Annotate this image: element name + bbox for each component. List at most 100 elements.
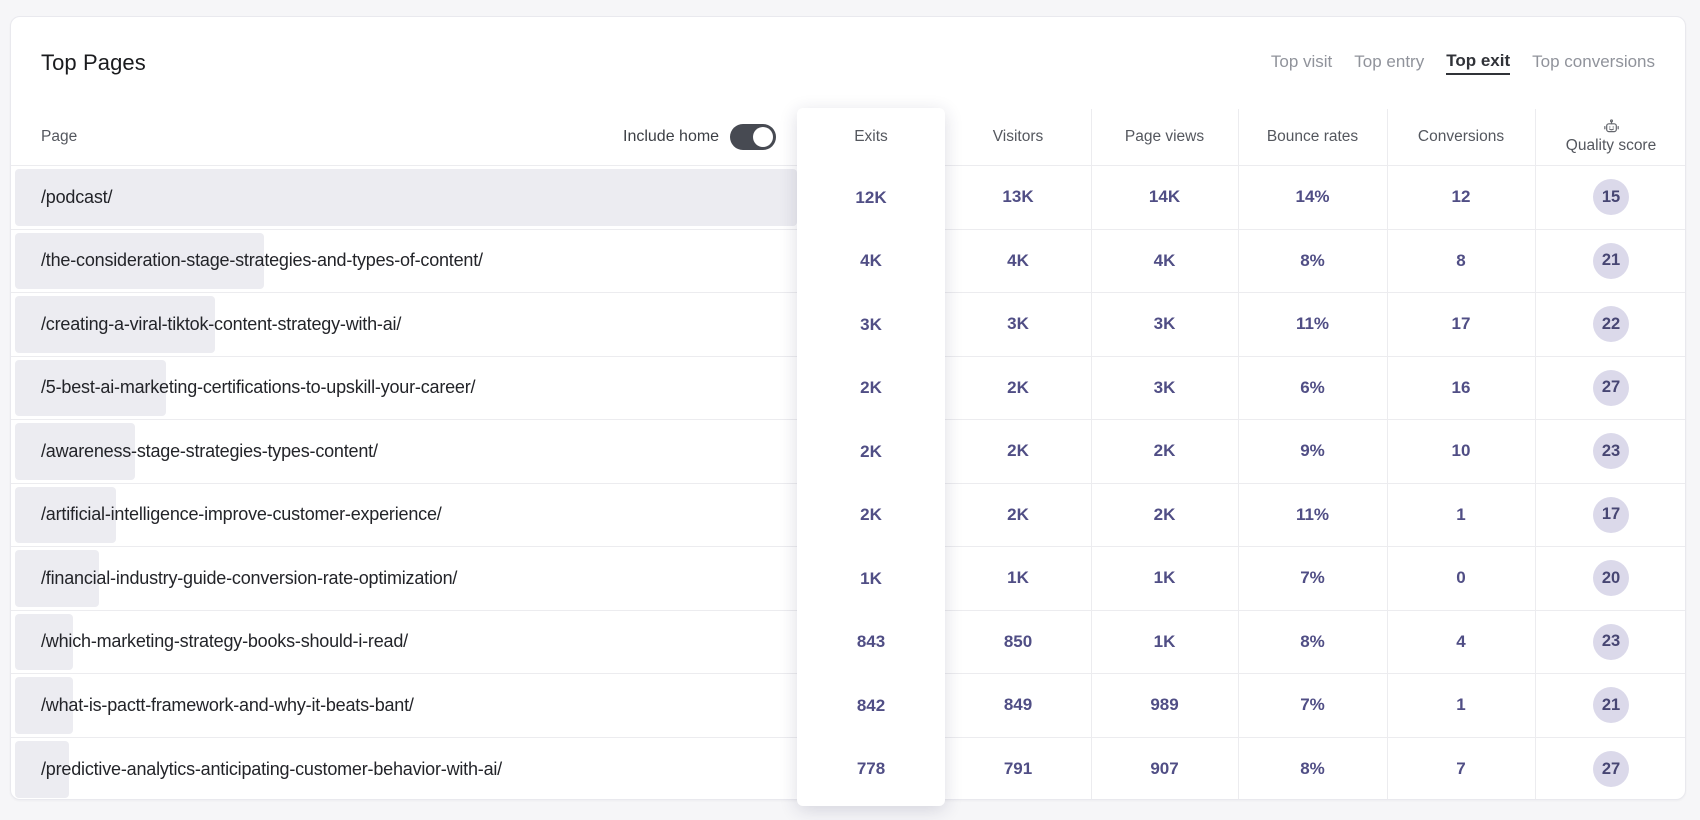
exits-value: 1K [860,568,882,588]
page-views-value: 2K [1153,504,1176,524]
page-views-value: 3K [1153,377,1176,397]
page-path: /predictive-analytics-anticipating-custo… [41,758,502,779]
quality-score-badge: 27 [1593,751,1629,788]
quality-score-header-label: Quality score [1565,137,1657,154]
page-views-value: 4K [1153,250,1176,270]
bounce-rate-value: 7% [1300,695,1325,715]
bounce-rate-value: 14% [1295,187,1330,207]
quality-score-cell: 15 [1535,166,1687,229]
quality-score-badge: 20 [1593,560,1629,597]
include-home-toggle[interactable] [730,124,777,150]
quality-score-badge: 21 [1593,687,1629,724]
page-path: /podcast/ [41,186,113,207]
exits-value: 2K [860,441,882,461]
quality-score-cell: 23 [1535,420,1687,483]
visitors-value: 1K [1007,568,1029,588]
tab-top-exit[interactable]: Top exit [1446,51,1511,75]
page-views-value: 989 [1150,695,1179,715]
table-header-row: Page Include home Visitors Page views Bo… [11,109,1685,166]
top-pages-card: Top Pages Top visit Top entry Top exit T… [10,16,1687,806]
page-path: /5-best-ai-marketing-certifications-to-u… [41,377,476,398]
exits-value: 778 [856,759,886,779]
tab-top-conversions[interactable]: Top conversions [1532,52,1655,74]
exits-value: 843 [856,632,886,652]
quality-score-cell: 20 [1535,547,1687,610]
quality-score-badge: 15 [1593,179,1629,216]
column-divider [1091,109,1092,799]
column-divider [1238,109,1239,799]
page-title: Top Pages [41,50,146,75]
table-row[interactable]: /podcast/ 13K 14K 14% 12 15 [11,166,1685,230]
page-path: /financial-industry-guide-conversion-rat… [41,567,458,588]
page-path: /artificial-intelligence-improve-custome… [41,504,442,525]
include-home-label: Include home [623,128,720,145]
column-header-page: Page [41,128,78,145]
exits-value: 4K [860,251,882,271]
exits-value: 3K [860,314,882,334]
visitors-value: 850 [1003,631,1033,651]
page-views-value: 14K [1148,187,1181,207]
quality-score-cell: 27 [1535,738,1687,802]
bounce-rate-value: 7% [1300,568,1325,588]
quality-score-badge: 23 [1593,433,1629,470]
exit-share-bar [15,486,116,543]
column-header-quality-score: Quality score [1535,109,1687,165]
quality-score-badge: 22 [1593,306,1629,343]
visitors-value: 2K [1007,377,1029,397]
page-views-value: 3K [1153,314,1176,334]
exit-share-bar [15,550,99,607]
exit-share-bar [15,169,797,226]
page-views-value: 907 [1150,759,1179,779]
exits-value: 12K [855,187,887,207]
bounce-rate-value: 11% [1295,314,1330,334]
quality-score-badge: 27 [1593,369,1629,406]
quality-score-cell: 27 [1535,357,1687,420]
page-views-value: 1K [1153,631,1176,651]
page-views-value: 2K [1153,441,1176,461]
column-header-page-views: Page views [1124,128,1205,145]
column-header-exits: Exits [854,128,888,145]
exit-share-bar [15,613,73,670]
view-tabs: Top visit Top entry Top exit Top convers… [1271,51,1655,75]
conversions-value: 0 [1456,568,1466,588]
visitors-value: 791 [1003,759,1033,779]
conversions-value: 8 [1456,250,1466,270]
exit-share-bar [15,677,73,734]
column-divider [1535,109,1536,799]
quality-score-cell: 21 [1535,230,1687,293]
conversions-value: 4 [1456,631,1466,651]
bounce-rate-value: 6% [1300,377,1325,397]
visitors-value: 849 [1003,695,1033,715]
column-header-visitors: Visitors [992,128,1044,145]
conversions-value: 12 [1451,187,1471,207]
bounce-rate-value: 9% [1300,441,1325,461]
bounce-rate-value: 8% [1300,759,1325,779]
column-header-bounce-rates: Bounce rates [1266,128,1359,145]
visitors-value: 4K [1007,250,1029,270]
page-path: /creating-a-viral-tiktok-content-strateg… [41,313,402,334]
robot-icon [1603,119,1620,135]
tab-top-entry[interactable]: Top entry [1354,52,1424,74]
conversions-value: 16 [1451,377,1471,397]
card-header: Top Pages Top visit Top entry Top exit T… [11,17,1685,109]
bounce-rate-value: 8% [1300,250,1325,270]
exits-column-overlay: Exits 12K 4K 3K 2K 2K 2K 1K 843 842 778 [797,108,945,806]
quality-score-cell: 22 [1535,293,1687,356]
include-home-control: Include home [623,109,777,165]
visitors-value: 2K [1007,504,1029,524]
tab-top-visit[interactable]: Top visit [1271,52,1332,74]
table-row[interactable]: /predictive-analytics-anticipating-custo… [11,738,1685,802]
conversions-value: 1 [1456,695,1466,715]
quality-score-cell: 23 [1535,611,1687,674]
quality-score-badge: 17 [1593,496,1629,533]
page-path: /the-consideration-stage-strategies-and-… [41,250,483,271]
visitors-value: 2K [1007,441,1029,461]
exit-share-bar [15,423,135,480]
visitors-value: 3K [1007,314,1029,334]
quality-score-cell: 21 [1535,674,1687,737]
bounce-rate-value: 11% [1295,504,1330,524]
quality-score-badge: 21 [1593,242,1629,279]
column-header-conversions: Conversions [1417,128,1505,145]
table-row[interactable]: /5-best-ai-marketing-certifications-to-u… [11,357,1687,420]
quality-score-cell: 17 [1535,484,1687,547]
